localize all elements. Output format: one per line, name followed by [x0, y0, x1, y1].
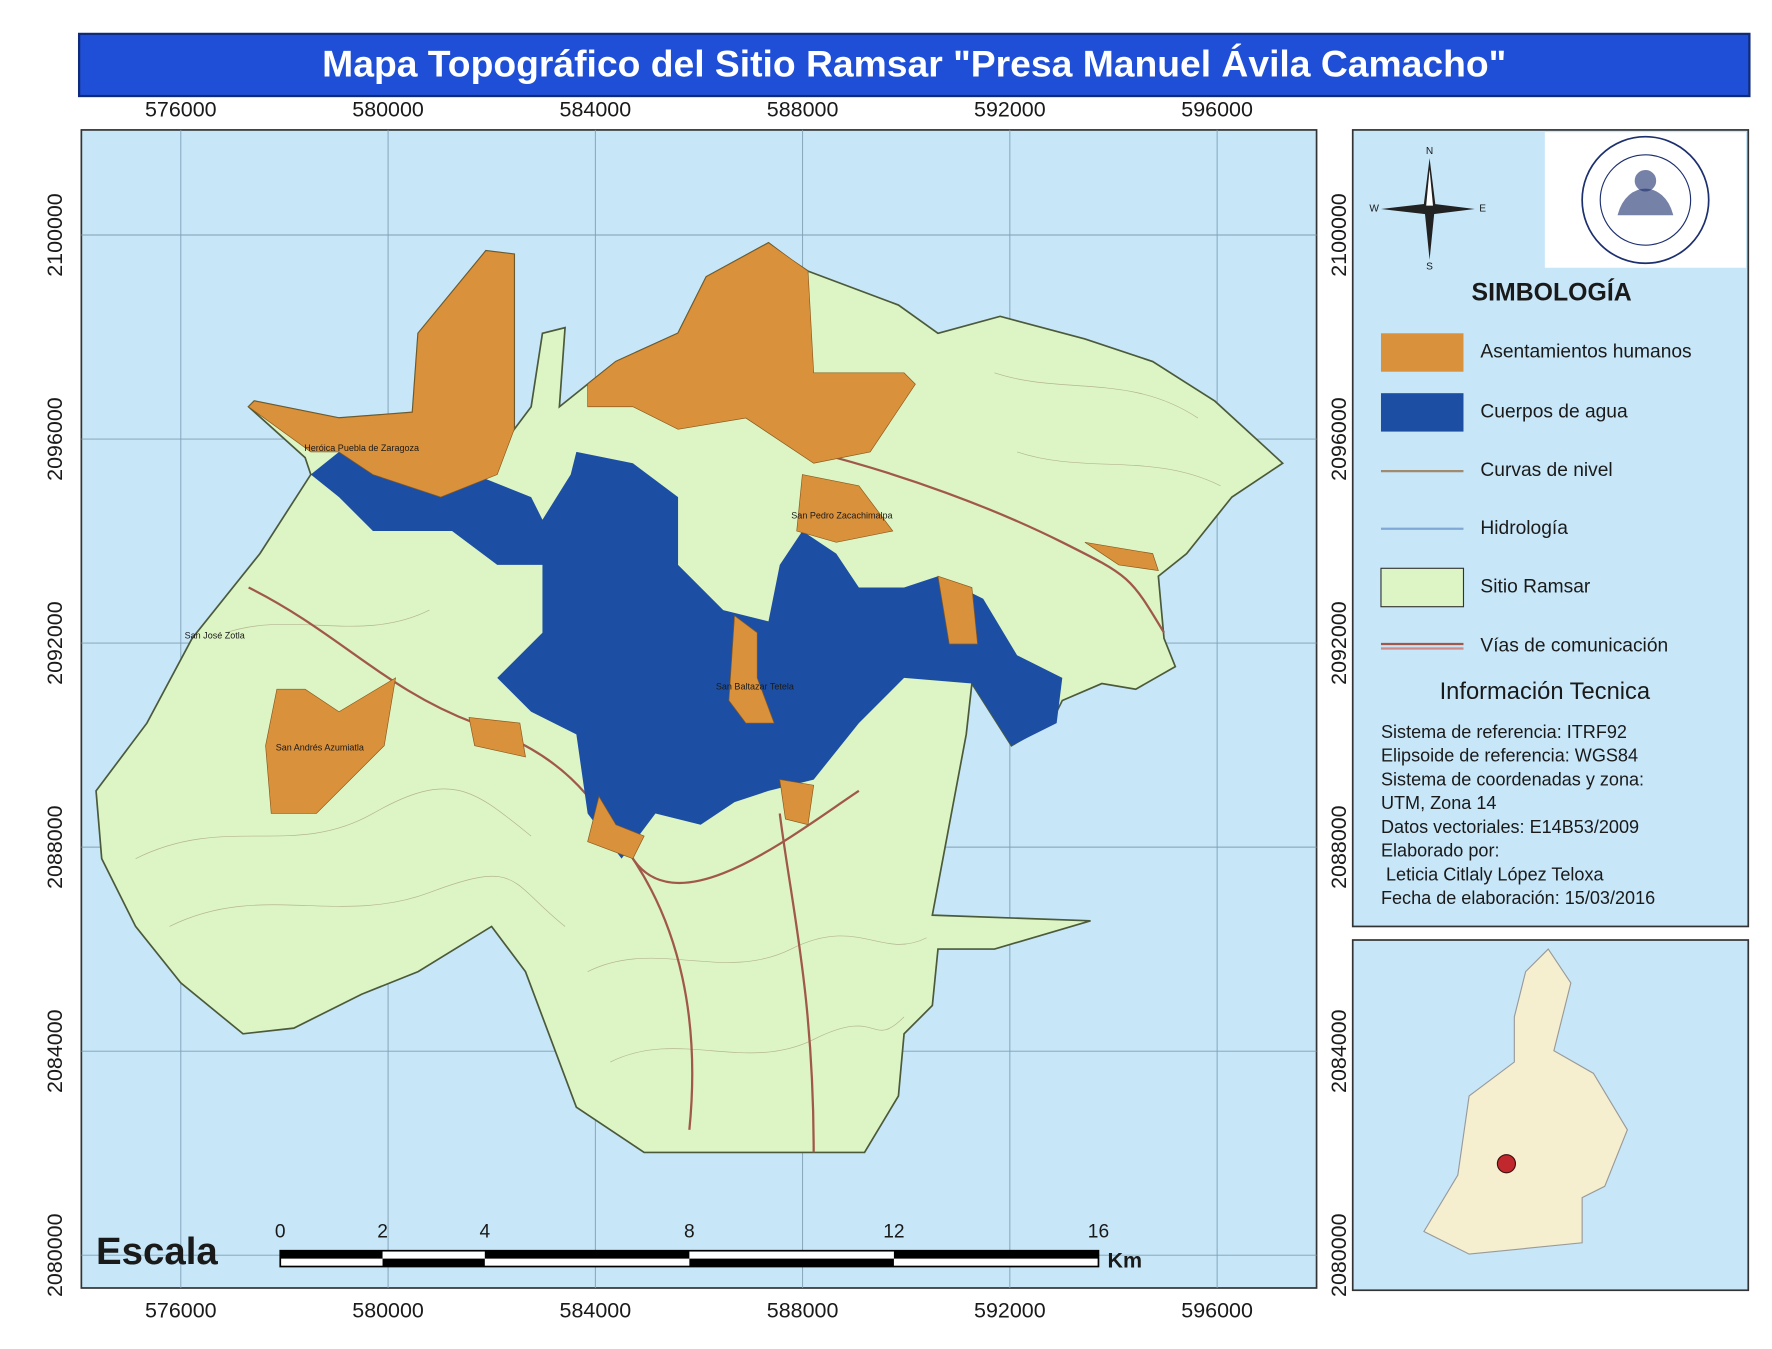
- inset-site: [1496, 1154, 1517, 1174]
- scale-segment: [893, 1250, 1099, 1259]
- scale-label: Escala: [96, 1230, 218, 1273]
- place-labels: Heróica Puebla de Zaragoza San Pedro Zaca…: [185, 443, 894, 752]
- x-coord-top: 592000: [974, 97, 1046, 121]
- x-coord-top: 588000: [767, 97, 839, 121]
- swatch-settlement: [1380, 333, 1464, 372]
- info-title: Información Tecnica: [1440, 679, 1651, 705]
- scale-tick-label: 12: [883, 1222, 904, 1243]
- scale-tick-label: 4: [479, 1222, 490, 1243]
- x-coord-bottom: 576000: [145, 1298, 217, 1322]
- y-coord-right: 2096000: [1327, 397, 1351, 481]
- x-coord-top: 584000: [560, 97, 632, 121]
- info-line: Elipsoide de referencia: WGS84: [1381, 746, 1638, 766]
- scale-unit: Km: [1108, 1249, 1143, 1273]
- y-coord-left: 2100000: [43, 193, 67, 277]
- scale-tick-label: 8: [684, 1222, 695, 1243]
- info-line: Datos vectoriales: E14B53/2009: [1381, 817, 1639, 837]
- legend-label: Cuerpos de agua: [1480, 401, 1628, 422]
- legend-label: Asentamientos humanos: [1480, 342, 1691, 363]
- place-label: San Andrés Azumiatla: [276, 742, 365, 752]
- y-coord-left: 2088000: [43, 805, 67, 889]
- x-coord-bottom: 592000: [974, 1298, 1046, 1322]
- x-coord-bottom: 588000: [767, 1298, 839, 1322]
- place-label: San Pedro Zacachimalpa: [791, 511, 893, 521]
- x-coord-bottom: 580000: [352, 1298, 424, 1322]
- contours: [135, 372, 1221, 1063]
- compass-e: E: [1479, 204, 1486, 215]
- scale-tick-label: 0: [275, 1222, 286, 1243]
- scale-segment: [382, 1258, 485, 1267]
- compass-w: W: [1369, 204, 1379, 215]
- x-coord-top: 576000: [145, 97, 217, 121]
- place-label: San Baltazar Tetela: [716, 681, 795, 691]
- swatch-ramsar: [1380, 567, 1465, 608]
- legend-title: SIMBOLOGÍA: [1472, 277, 1632, 306]
- roads: [248, 450, 1165, 1153]
- y-coord-right: 2092000: [1327, 601, 1351, 685]
- settlements: [248, 242, 1159, 860]
- y-coord-right: 2088000: [1327, 805, 1351, 889]
- info-line: Fecha de elaboración: 15/03/2016: [1381, 888, 1655, 908]
- info-line: Elaborado por:: [1381, 841, 1500, 861]
- legend-label: Sitio Ramsar: [1480, 577, 1590, 598]
- y-coord-right: 2080000: [1327, 1213, 1351, 1297]
- x-coord-bottom: 596000: [1181, 1298, 1253, 1322]
- compass-s: S: [1426, 261, 1433, 272]
- info-line: Sistema de referencia: ITRF92: [1381, 722, 1627, 742]
- scale-segment: [689, 1258, 894, 1267]
- place-label: Heróica Puebla de Zaragoza: [304, 443, 420, 453]
- y-coord-right: 2084000: [1327, 1009, 1351, 1093]
- legend-label: Curvas de nivel: [1480, 460, 1612, 481]
- info-line: Leticia Citlaly López Teloxa: [1381, 864, 1605, 884]
- info-line: Sistema de coordenadas y zona:: [1381, 769, 1644, 789]
- x-coord-top: 596000: [1181, 97, 1253, 121]
- y-coord-right: 2100000: [1327, 193, 1351, 277]
- info: Sistema de referencia: ITRF92 Elipsoide d…: [1381, 722, 1655, 908]
- place-label: San José Zotla: [185, 630, 246, 640]
- scale-segment: [484, 1250, 690, 1259]
- y-coord-left: 2084000: [43, 1009, 67, 1093]
- legend: Asentamientos humanos Cuerpos de agua Curv…: [1380, 333, 1692, 656]
- compass-n: N: [1426, 146, 1433, 157]
- scale-tick-label: 2: [377, 1222, 388, 1243]
- y-coord-left: 2080000: [43, 1213, 67, 1297]
- water-body: [310, 451, 1063, 859]
- y-coord-left: 2092000: [43, 601, 67, 685]
- title-bar: [77, 32, 1751, 98]
- scale-segment: [280, 1250, 383, 1259]
- swatch-water: [1380, 393, 1464, 432]
- university-seal: [1581, 135, 1710, 265]
- info-line: UTM, Zona 14: [1381, 793, 1496, 813]
- title: Mapa Topográfico del Sitio Ramsar "Presa…: [322, 43, 1506, 85]
- x-coord-bottom: 584000: [560, 1298, 632, 1322]
- legend-label: Vías de comunicación: [1480, 635, 1668, 656]
- legend-label: Hidrología: [1480, 518, 1568, 539]
- inset-state: [1423, 948, 1628, 1255]
- x-coord-top: 580000: [352, 97, 424, 121]
- compass: N S E W: [1369, 146, 1486, 272]
- y-coord-left: 2096000: [43, 397, 67, 481]
- scale-bar: 0 2 4 8 12 16 Km: [275, 1222, 1142, 1273]
- scale-tick-label: 16: [1088, 1222, 1109, 1243]
- coordinate-labels: 576000 576000 580000 580000 584000 584000 5880…: [43, 97, 1351, 1322]
